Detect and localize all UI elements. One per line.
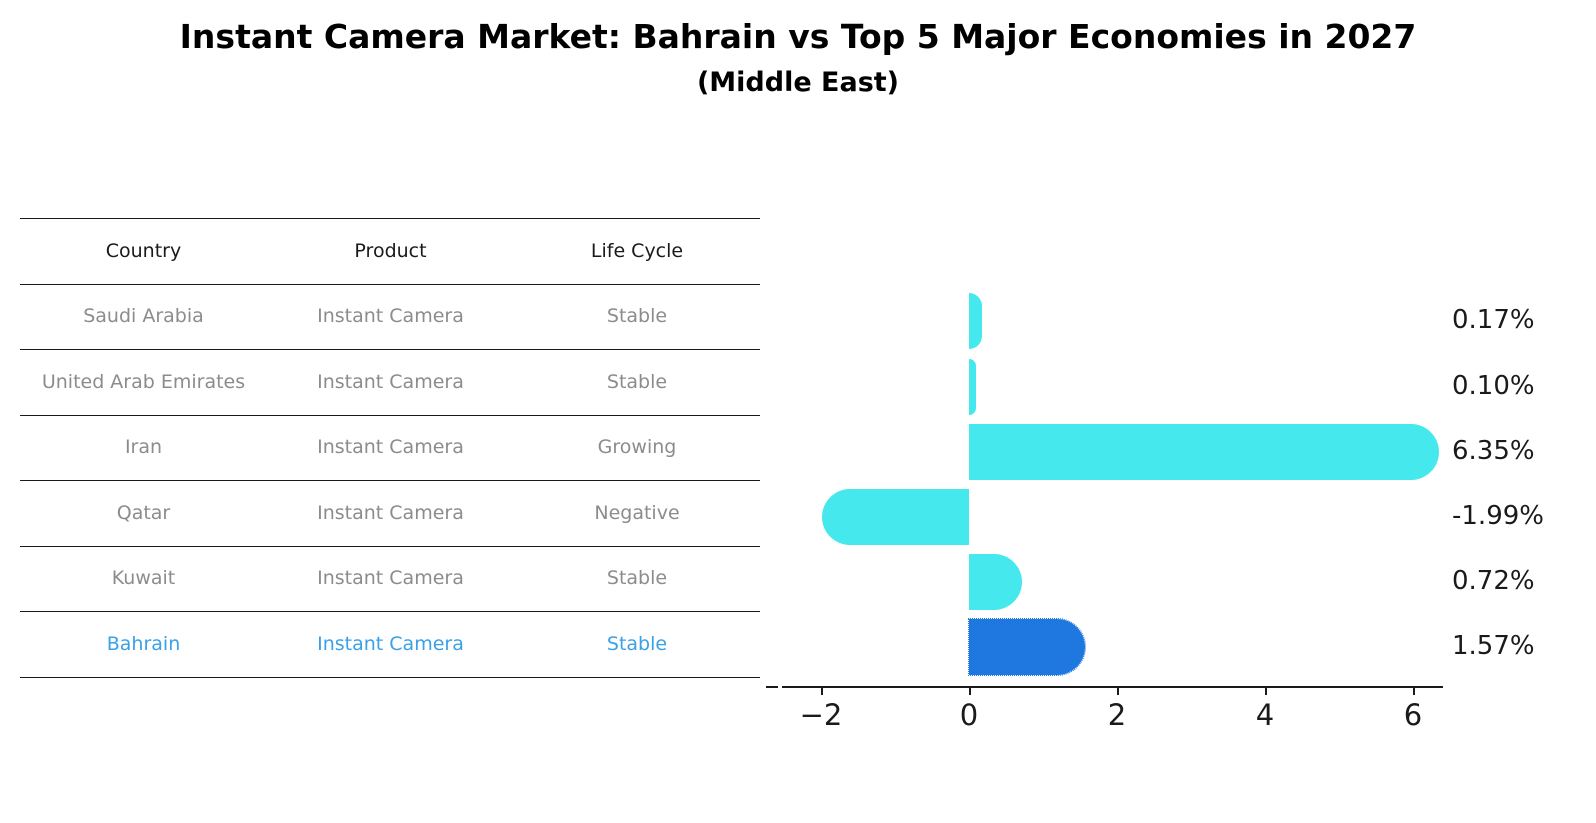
value-label: 0.72% [1452, 566, 1535, 596]
table-rule-4 [20, 545, 760, 547]
axis-left-stub [766, 686, 778, 688]
country-table: Country Product Life Cycle Saudi Arabia I… [20, 218, 760, 677]
x-tick-label: 0 [959, 698, 979, 732]
cell-country: Saudi Arabia [83, 305, 204, 328]
bar-qatar [821, 489, 969, 545]
value-label: 0.17% [1452, 305, 1535, 335]
table: Country Product Life Cycle Saudi Arabia I… [20, 218, 760, 677]
cell-life-cycle: Stable [606, 632, 668, 655]
x-tick-label: 4 [1255, 698, 1275, 732]
cell-product: Instant Camera [317, 305, 464, 328]
table-rule-header [20, 283, 760, 285]
value-label: 6.35% [1452, 436, 1535, 466]
x-tick [1265, 686, 1267, 695]
cell-product: Instant Camera [317, 632, 464, 655]
column-header-country: Country [105, 239, 182, 262]
column-header-life-cycle: Life Cycle [590, 239, 684, 262]
cell-country: Qatar [116, 501, 171, 524]
cell-country: Kuwait [111, 567, 176, 590]
cell-life-cycle: Growing [597, 436, 677, 459]
bar-iran [969, 424, 1439, 480]
table-rule-bottom [20, 677, 760, 678]
cell-life-cycle: Stable [606, 370, 668, 393]
cell-product: Instant Camera [317, 370, 464, 393]
page-title: Instant Camera Market: Bahrain vs Top 5 … [0, 0, 1596, 100]
table-row: Saudi Arabia Instant Camera Stable [20, 284, 760, 350]
column-header-product: Product [354, 239, 427, 262]
bar-bahrain [967, 618, 1087, 676]
table-row: Bahrain Instant Camera Stable [20, 611, 760, 677]
x-tick-label: 6 [1403, 698, 1423, 732]
table-rule-2 [20, 414, 760, 416]
title-subtitle: (Middle East) [696, 67, 900, 98]
value-label: 1.57% [1452, 631, 1535, 661]
bar-saudi-arabia [969, 293, 982, 349]
cell-country: United Arab Emirates [41, 370, 246, 393]
bar-kuwait [969, 554, 1023, 610]
title-main: Instant Camera Market: Bahrain vs Top 5 … [179, 17, 1417, 56]
cell-product: Instant Camera [317, 567, 464, 590]
cell-country: Bahrain [106, 632, 181, 655]
table-rule-3 [20, 480, 760, 481]
x-tick [1413, 686, 1415, 695]
table-rule-top [20, 218, 760, 219]
table-row: Kuwait Instant Camera Stable [20, 546, 760, 612]
cell-product: Instant Camera [317, 501, 464, 524]
table-rule-5 [20, 611, 760, 612]
x-axis-line [782, 686, 1443, 688]
x-tick [1117, 686, 1119, 695]
cell-life-cycle: Stable [606, 567, 668, 590]
table-row: Iran Instant Camera Growing [20, 415, 760, 481]
value-label: -1.99% [1452, 501, 1544, 531]
x-tick-label: 2 [1107, 698, 1127, 732]
table-header-row: Country Product Life Cycle [20, 218, 760, 284]
table-rule-1 [20, 349, 760, 350]
bar-united-arab-emirates [969, 359, 977, 415]
x-tick-label: −2 [799, 698, 843, 732]
cell-country: Iran [124, 436, 163, 459]
cell-product: Instant Camera [317, 436, 464, 459]
x-tick [969, 686, 971, 695]
x-tick [821, 686, 823, 695]
table-row: United Arab Emirates Instant Camera Stable [20, 349, 760, 415]
cell-life-cycle: Stable [606, 305, 668, 328]
value-label: 0.10% [1452, 371, 1535, 401]
table-row: Qatar Instant Camera Negative [20, 480, 760, 546]
cell-life-cycle: Negative [594, 501, 680, 524]
